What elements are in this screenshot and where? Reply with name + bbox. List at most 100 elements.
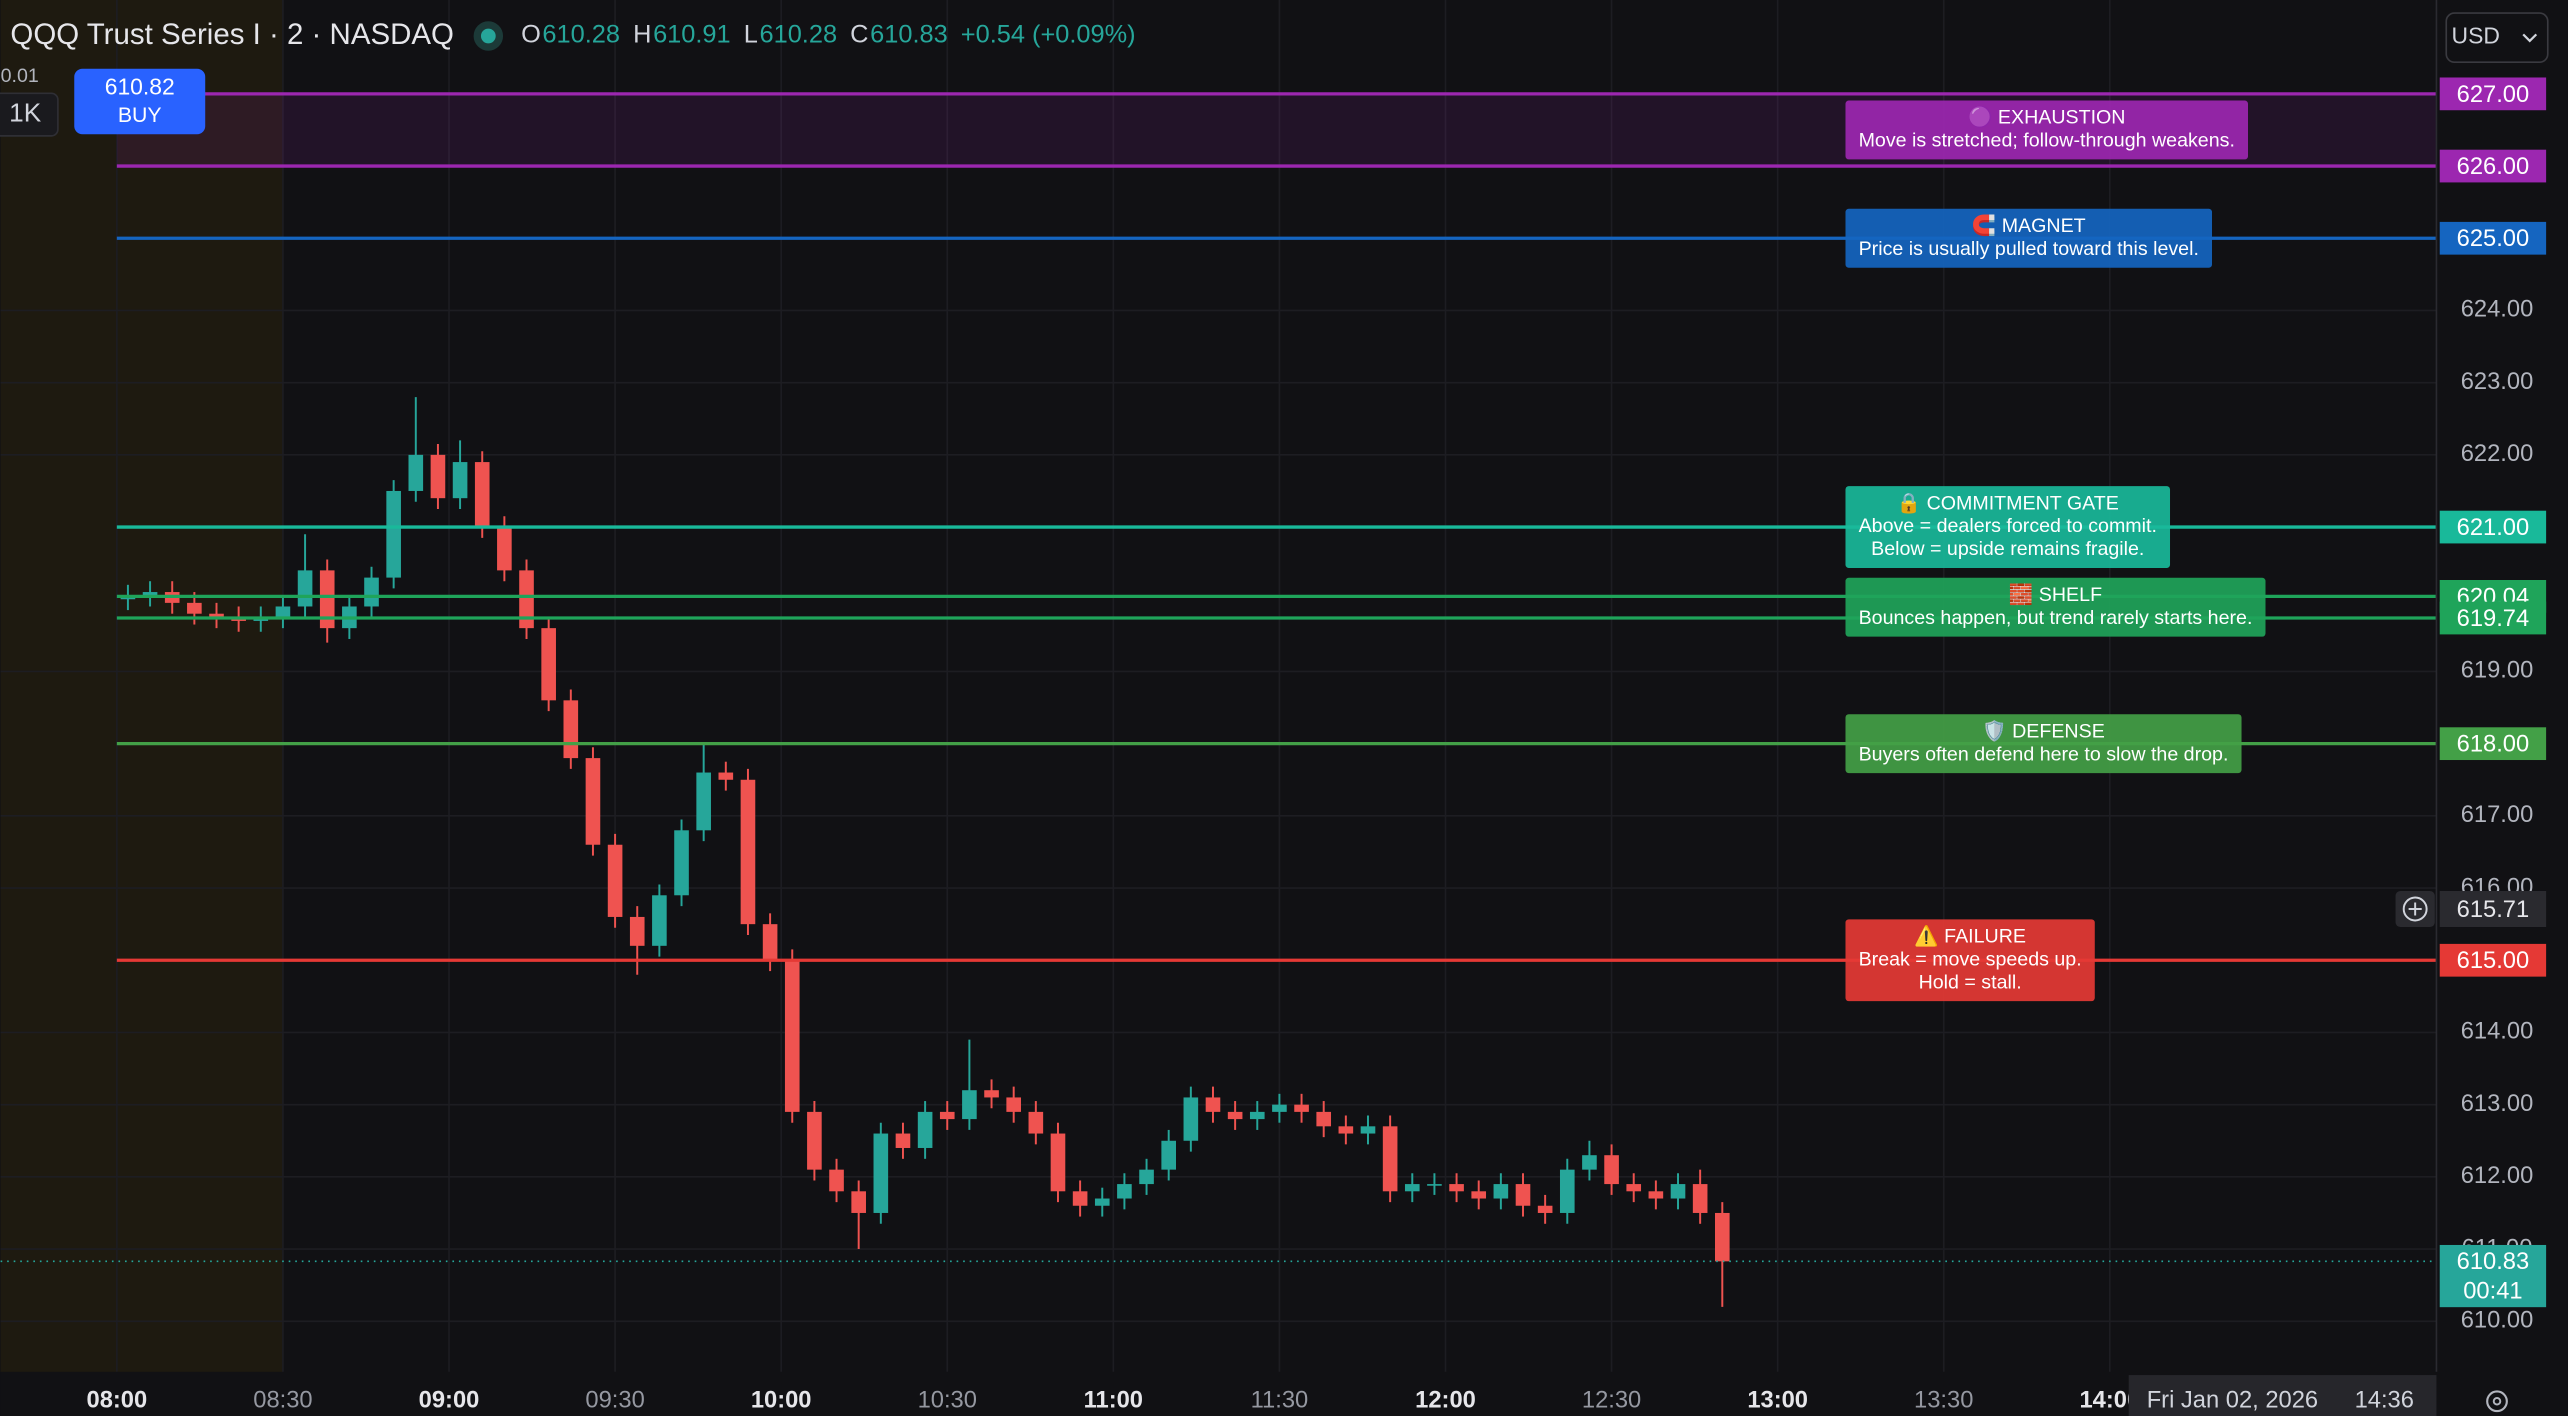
extended-hours-shade [0, 0, 283, 1372]
candle-body [784, 960, 800, 1112]
axis-layer: 08:00 08:30 09:00 09:30 10:00 10:30 11:00 11:30… [87, 0, 2547, 1414]
price-change: +0.54 (+0.09%) [961, 21, 1136, 49]
quantity-box[interactable] [0, 92, 59, 137]
symbol-title: QQQ Trust Series I · 2 · NASDAQ [10, 18, 454, 51]
level-title: 🛡️ DEFENSE [1982, 719, 2105, 742]
x-tick-label: 08:00 [87, 1388, 148, 1414]
candle-body [1515, 1184, 1531, 1206]
crosshair-badge [2439, 890, 2547, 928]
session-layer [0, 0, 283, 1372]
buy-label[interactable]: BUY [118, 103, 162, 127]
candle-body [541, 628, 556, 701]
level-title: 🧲 MAGNET [1972, 214, 2086, 237]
last-price-label: 610.83 [2457, 1249, 2530, 1275]
candle-body [563, 700, 579, 759]
y-tick-label: 617.00 [2461, 802, 2534, 828]
level-description: Bounces happen, but trend rarely starts … [1859, 607, 2253, 629]
level-price-label: 627.00 [2457, 82, 2530, 108]
y-tick-label: 614.00 [2461, 1019, 2534, 1045]
candle-body [984, 1090, 999, 1098]
level-price-badge [2439, 601, 2547, 635]
candle-body [364, 577, 379, 607]
candles-layer [120, 397, 1730, 1307]
candle-body [430, 454, 446, 499]
candle-body [1493, 1184, 1509, 1199]
candle-body [1117, 1184, 1132, 1199]
candle-body [1471, 1191, 1487, 1199]
candle-body [718, 772, 734, 780]
x-tick-label: 10:30 [918, 1388, 977, 1414]
crosshair-price: 615.71 [2457, 897, 2530, 923]
candle-body [142, 592, 158, 596]
level-price-label: 626.00 [2457, 154, 2530, 180]
buy-button[interactable] [74, 68, 206, 135]
candle-body [607, 844, 623, 917]
x-tick-label: 10:00 [751, 1388, 812, 1414]
level-price-label: 621.00 [2457, 515, 2530, 541]
ui-layer: QQQ Trust Series I · 2 · NASDAQ USD 0.01… [0, 12, 2549, 1416]
level-price-badge [2439, 77, 2547, 111]
candle-body [1316, 1111, 1332, 1127]
date-box [2128, 1375, 2437, 1416]
currency-label[interactable]: USD [2452, 23, 2500, 49]
candle-body [762, 924, 778, 961]
currency-select[interactable] [2445, 12, 2549, 64]
level-description: Price is usually pulled toward this leve… [1859, 238, 2199, 260]
candle-body [275, 606, 291, 618]
candle-body [829, 1169, 844, 1192]
x-tick-label: 13:00 [1747, 1388, 1808, 1414]
level-description: Buyers often defend here to slow the dro… [1859, 743, 2229, 765]
add-alert-icon [2402, 896, 2428, 922]
x-tick-label: 12:00 [1415, 1388, 1476, 1414]
candle-body [1272, 1104, 1287, 1112]
candle-body [962, 1090, 977, 1120]
candle-body [652, 895, 667, 946]
level-title: 🟣 EXHAUSTION [1968, 106, 2125, 129]
candle-body [1582, 1155, 1597, 1170]
order-quantity[interactable]: 1K [9, 98, 42, 128]
candle-body [1338, 1126, 1354, 1134]
level-title: ⚠️ FAILURE [1914, 925, 2026, 948]
ohlc-key: O [521, 21, 541, 49]
buy-price[interactable]: 610.82 [105, 73, 175, 99]
level-annotation-box [1845, 208, 2213, 268]
candle-body [1449, 1184, 1464, 1192]
y-tick-label: 623.00 [2461, 369, 2534, 395]
candle-body [1227, 1111, 1243, 1120]
candle-body [1648, 1191, 1664, 1199]
candle-body [319, 570, 335, 629]
x-tick-label: 11:00 [1084, 1388, 1143, 1414]
x-tick-label: 09:30 [585, 1388, 644, 1414]
candle-body [1714, 1212, 1730, 1262]
x-tick-label: 09:00 [419, 1388, 480, 1414]
level-annotation-box [1845, 919, 2095, 1002]
level-annotation-box [1845, 714, 2242, 774]
candle-body [452, 462, 468, 499]
level-annotation-box [1845, 486, 2171, 568]
level-price-label: 618.00 [2457, 732, 2530, 758]
level-price-badge [2439, 221, 2547, 255]
candle-body [386, 490, 401, 578]
candle-body [187, 602, 202, 614]
x-tick-label: 13:30 [1914, 1388, 1973, 1414]
level-annotation-box [1845, 100, 2249, 160]
candle-body [1028, 1111, 1044, 1134]
candle-body [474, 462, 490, 528]
candle-body [939, 1111, 955, 1120]
x-tick-label: 08:30 [253, 1388, 312, 1414]
candle-body [1427, 1184, 1442, 1186]
candle-body [1050, 1133, 1066, 1192]
candle-body [629, 916, 645, 946]
level-description: Break = move speeds up. [1859, 948, 2082, 970]
level-price-label: 625.00 [2457, 226, 2530, 252]
level-description: Above = dealers forced to commit. [1859, 515, 2157, 537]
ohlc-value: 610.83 [870, 21, 948, 49]
candle-body [1072, 1191, 1088, 1206]
candle-body [1249, 1111, 1265, 1120]
candle-body [1360, 1126, 1376, 1134]
level-price-label: 619.74 [2457, 606, 2530, 632]
ohlc-value: 610.91 [653, 21, 731, 49]
settings-icon[interactable] [2486, 1390, 2508, 1413]
level-price-badge [2439, 149, 2547, 183]
